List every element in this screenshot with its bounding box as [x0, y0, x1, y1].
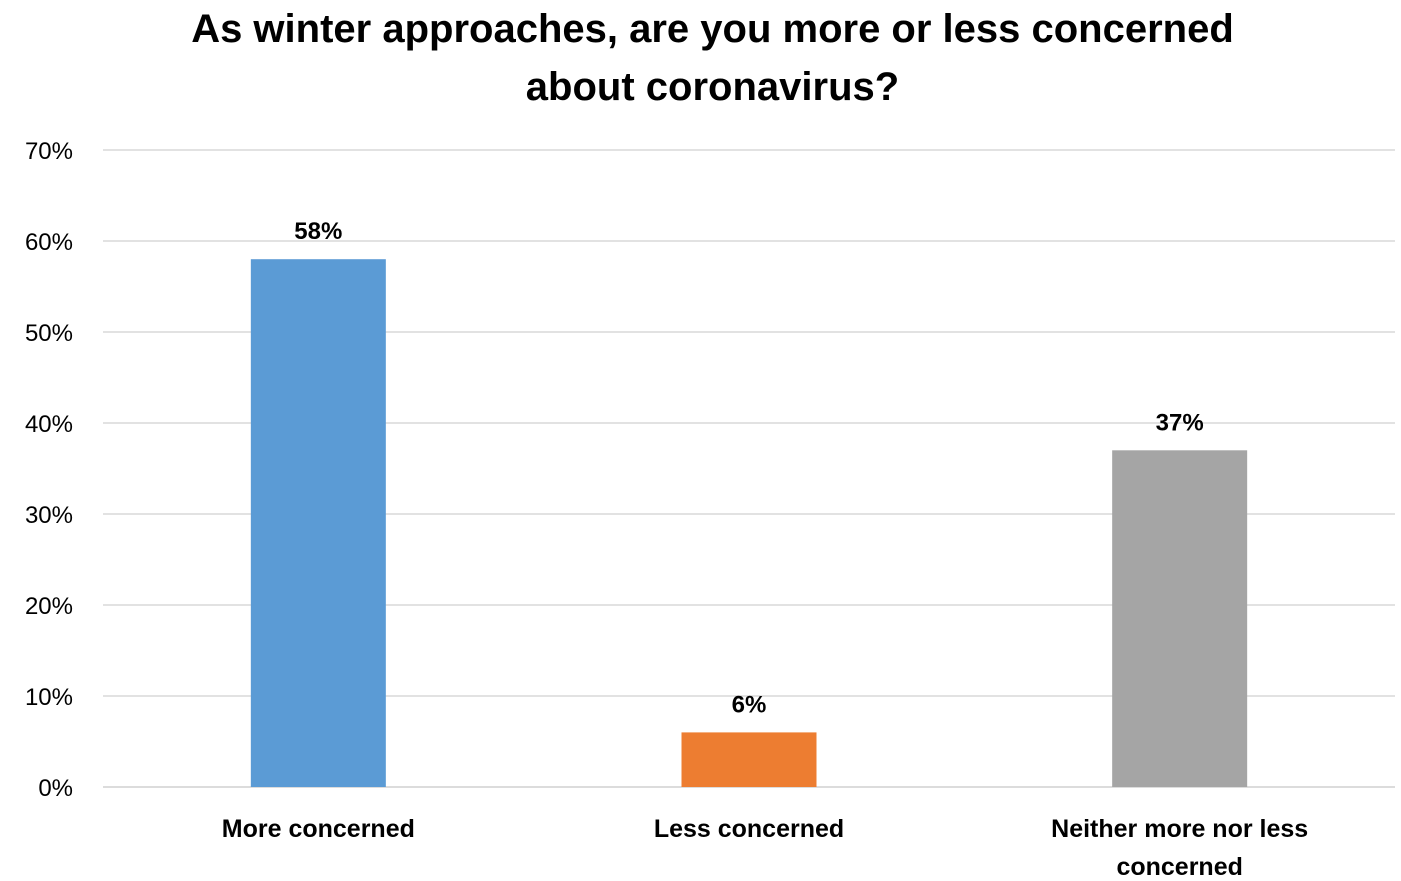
y-tick-label: 10%	[25, 684, 73, 711]
y-tick-label: 30%	[25, 502, 73, 529]
data-label: 6%	[732, 691, 767, 718]
chart-title-line-2: about coronavirus?	[525, 65, 900, 109]
x-category-label: concerned	[1116, 853, 1242, 881]
bar	[1112, 450, 1248, 787]
y-tick-label: 70%	[25, 138, 73, 165]
x-category-label: Less concerned	[654, 815, 844, 843]
y-tick-label: 40%	[25, 411, 73, 438]
data-label: 37%	[1156, 409, 1204, 436]
y-tick-label: 50%	[25, 320, 73, 347]
chart-title-line-1: As winter approaches, are you more or le…	[191, 7, 1234, 51]
x-category-label: More concerned	[222, 815, 415, 843]
y-tick-label: 20%	[25, 593, 73, 620]
chart-title: As winter approaches, are you more or le…	[0, 0, 1401, 116]
bar	[681, 732, 817, 787]
y-tick-label: 60%	[25, 229, 73, 256]
data-label: 58%	[294, 218, 342, 245]
bar	[250, 259, 386, 787]
y-tick-label: 0%	[38, 775, 73, 802]
x-category-label: Neither more nor less	[1051, 815, 1308, 843]
